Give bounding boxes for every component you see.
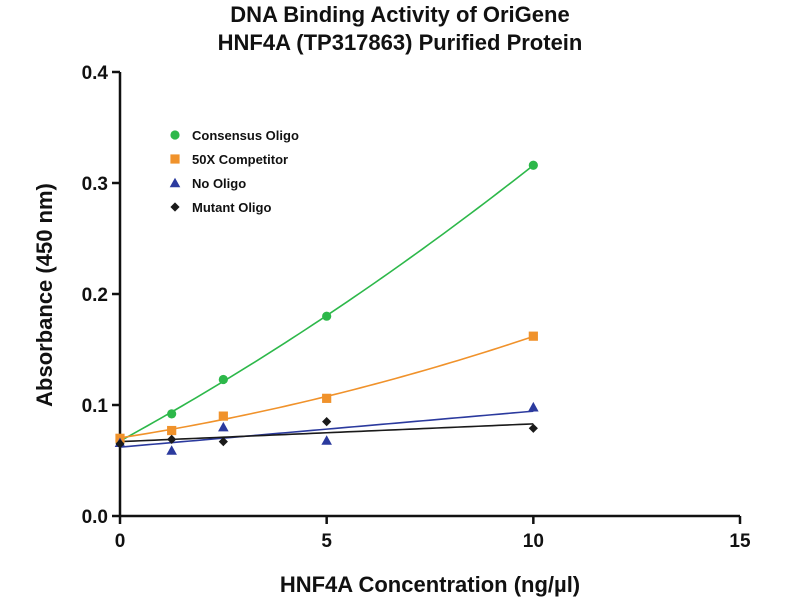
data-point-mutant-oligo (115, 439, 125, 449)
data-point-no-oligo (528, 401, 539, 412)
data-point-mutant-oligo (528, 423, 538, 433)
y-tick-label: 0.4 (82, 63, 109, 84)
data-point-50x-competitor (322, 393, 332, 403)
legend-marker-mutant-oligo (170, 202, 180, 212)
legend-marker-50x-competitor (170, 154, 180, 164)
y-axis-title: Absorbance (450 nm) (32, 183, 57, 407)
fit-curve-no-oligo (119, 410, 534, 448)
legend-label-50x-competitor: 50X Competitor (192, 152, 288, 167)
x-tick-label: 15 (729, 531, 751, 552)
x-tick-label: 0 (115, 531, 126, 552)
data-point-no-oligo (166, 445, 177, 455)
fit-curve-mutant-oligo (119, 423, 534, 443)
y-tick-label: 0.2 (82, 285, 108, 306)
data-point-50x-competitor (528, 331, 538, 341)
data-point-consensus-oligo (167, 409, 177, 419)
data-point-consensus-oligo (218, 374, 228, 385)
data-point-no-oligo (321, 435, 332, 445)
fit-curves (119, 164, 534, 448)
legend-label-no-oligo: No Oligo (192, 176, 246, 191)
chart-title-line-2: HNF4A (TP317863) Purified Protein (217, 30, 583, 55)
x-axis-title: HNF4A Concentration (ng/µl) (280, 572, 580, 597)
legend-label-consensus-oligo: Consensus Oligo (192, 128, 299, 143)
y-tick-label: 0.0 (82, 507, 108, 528)
data-point-no-oligo (218, 421, 229, 432)
data-point-50x-competitor (218, 411, 228, 421)
legend-marker-no-oligo (169, 177, 181, 188)
data-point-consensus-oligo (528, 160, 538, 170)
data-point-mutant-oligo (322, 417, 332, 427)
y-tick-label: 0.3 (82, 174, 108, 195)
data-point-mutant-oligo (167, 434, 177, 445)
legend-marker-consensus-oligo (170, 130, 180, 140)
y-tick-label: 0.1 (82, 396, 109, 417)
axes: 0.0 0.1 0.2 0.3 0.4 0 5 10 15 (82, 63, 751, 552)
data-point-50x-competitor (167, 425, 177, 436)
data-points (114, 160, 539, 455)
legend: Consensus Oligo 50X Competitor No Oligo Mut… (169, 128, 299, 215)
x-tick-label: 5 (321, 531, 332, 552)
chart-title-line-1: DNA Binding Activity of OriGene (230, 2, 570, 27)
legend-label-mutant-oligo: Mutant Oligo (192, 200, 271, 215)
data-point-consensus-oligo (322, 311, 332, 321)
data-point-mutant-oligo (218, 437, 228, 447)
x-tick-label: 10 (523, 531, 544, 552)
